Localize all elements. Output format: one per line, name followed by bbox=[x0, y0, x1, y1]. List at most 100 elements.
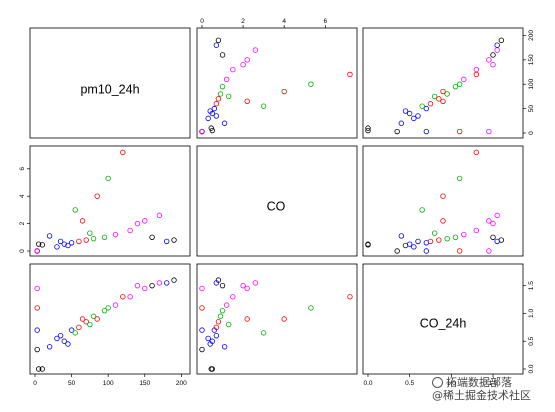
data-point-CO-vs-CO_24h bbox=[230, 294, 236, 300]
data-point-CO_24h-vs-pm10_24h bbox=[494, 42, 500, 48]
tick-label-left-CO: 0 bbox=[19, 249, 26, 253]
data-point-CO_24h-vs-CO bbox=[473, 227, 480, 234]
data-point-pm10_24h-vs-CO_24h bbox=[54, 335, 60, 342]
data-point-CO-vs-pm10_24h bbox=[209, 127, 215, 134]
panel-frame-pm10_24h-vs-CO bbox=[29, 145, 191, 257]
data-point-pm10_24h-vs-CO_24h bbox=[94, 316, 100, 322]
data-point-pm10_24h-vs-CO bbox=[68, 240, 75, 246]
data-point-pm10_24h-vs-CO bbox=[142, 218, 148, 224]
data-point-CO-vs-CO_24h bbox=[219, 307, 226, 314]
data-point-CO-vs-CO_24h bbox=[205, 335, 211, 342]
diagonal-labels: pm10_24h CO CO_24h bbox=[80, 82, 466, 330]
data-point-pm10_24h-vs-CO bbox=[54, 244, 60, 250]
tick-label-right-CO_24h: 1.0 bbox=[528, 309, 535, 318]
data-point-pm10_24h-vs-CO bbox=[127, 227, 133, 234]
data-point-pm10_24h-vs-CO bbox=[101, 234, 108, 241]
data-point-CO-vs-pm10_24h bbox=[213, 42, 220, 48]
data-point-pm10_24h-vs-CO bbox=[46, 233, 53, 239]
data-point-CO_24h-vs-pm10_24h bbox=[419, 103, 425, 109]
data-point-CO_24h-vs-pm10_24h bbox=[486, 128, 492, 135]
data-point-CO_24h-vs-pm10_24h bbox=[440, 88, 446, 95]
data-point-CO_24h-vs-pm10_24h bbox=[427, 101, 434, 107]
data-point-pm10_24h-vs-CO bbox=[156, 212, 163, 219]
data-point-CO_24h-vs-pm10_24h bbox=[365, 127, 371, 134]
data-point-CO_24h-vs-pm10_24h bbox=[411, 115, 417, 122]
data-point-CO_24h-vs-CO bbox=[427, 238, 434, 245]
tick-label-right-pm10_24h: 50 bbox=[528, 105, 535, 113]
tick-label-right-pm10_24h: 150 bbox=[528, 54, 535, 65]
data-point-CO_24h-vs-pm10_24h bbox=[452, 83, 459, 90]
data-point-CO-vs-pm10_24h bbox=[260, 103, 267, 109]
data-point-pm10_24h-vs-CO bbox=[149, 234, 155, 241]
data-point-pm10_24h-vs-CO_24h bbox=[46, 344, 53, 350]
data-point-CO_24h-vs-CO bbox=[486, 218, 492, 224]
data-point-CO_24h-vs-pm10_24h bbox=[436, 96, 442, 102]
tick-label-left-CO: 6 bbox=[19, 167, 26, 171]
data-point-pm10_24h-vs-CO_24h bbox=[171, 277, 177, 283]
data-point-pm10_24h-vs-CO bbox=[35, 241, 42, 247]
tick-label-bottom-pm10_24h: 200 bbox=[176, 380, 187, 387]
data-point-pm10_24h-vs-CO bbox=[65, 242, 71, 249]
data-point-pm10_24h-vs-CO_24h bbox=[112, 302, 119, 308]
data-point-pm10_24h-vs-CO bbox=[134, 220, 141, 227]
data-point-CO_24h-vs-pm10_24h bbox=[440, 98, 446, 104]
data-point-CO_24h-vs-pm10_24h bbox=[402, 108, 409, 114]
data-point-pm10_24h-vs-CO_24h bbox=[120, 294, 126, 300]
data-point-pm10_24h-vs-CO bbox=[61, 241, 67, 247]
data-point-CO_24h-vs-pm10_24h bbox=[461, 76, 467, 83]
panel-frames bbox=[29, 27, 524, 375]
tick-label-right-CO_24h: 0.0 bbox=[528, 364, 535, 373]
data-point-pm10_24h-vs-CO bbox=[83, 237, 89, 243]
tick-label-bottom-pm10_24h: 100 bbox=[103, 380, 114, 387]
data-point-pm10_24h-vs-CO_24h bbox=[65, 341, 71, 347]
data-point-CO_24h-vs-pm10_24h bbox=[486, 57, 492, 63]
tick-label-top-CO: 4 bbox=[282, 18, 286, 25]
data-point-pm10_24h-vs-CO_24h bbox=[87, 321, 93, 328]
diag-label-CO: CO bbox=[267, 199, 286, 213]
data-point-CO-vs-CO_24h bbox=[347, 294, 353, 300]
data-point-pm10_24h-vs-CO bbox=[90, 235, 97, 242]
data-point-CO-vs-pm10_24h bbox=[217, 91, 224, 97]
data-point-CO-vs-pm10_24h bbox=[223, 76, 230, 83]
data-point-pm10_24h-vs-CO_24h bbox=[134, 282, 141, 289]
data-point-CO-vs-pm10_24h bbox=[240, 62, 246, 68]
tick-label-bottom-CO_24h: 0.0 bbox=[363, 380, 372, 387]
tick-label-right-pm10_24h: 100 bbox=[528, 78, 535, 89]
data-point-CO-vs-CO_24h bbox=[213, 280, 220, 286]
axes: 0 2 4 6 0 50 100 150 200 0.0 0.5 1.0 1.5 0 2 4 6 0 50 100 15… bbox=[19, 18, 535, 387]
data-point-pm10_24h-vs-CO bbox=[34, 248, 40, 254]
data-point-pm10_24h-vs-CO_24h bbox=[34, 327, 40, 333]
data-point-CO-vs-pm10_24h bbox=[281, 88, 287, 95]
panel-frame-CO_24h-vs-pm10_24h bbox=[362, 27, 524, 139]
data-point-CO_24h-vs-CO bbox=[490, 220, 496, 227]
tick-label-bottom-CO_24h: 0.5 bbox=[405, 380, 414, 387]
data-point-CO_24h-vs-CO bbox=[394, 248, 400, 254]
data-point-CO-vs-pm10_24h bbox=[207, 108, 213, 114]
panel-frame-pm10_24h-vs-CO_24h bbox=[29, 263, 191, 375]
data-point-pm10_24h-vs-CO_24h bbox=[149, 282, 155, 289]
data-point-pm10_24h-vs-CO bbox=[57, 238, 64, 245]
tick-label-right-CO_24h: 0.5 bbox=[528, 336, 535, 345]
data-point-pm10_24h-vs-CO_24h bbox=[39, 366, 46, 372]
data-point-CO_24h-vs-CO bbox=[456, 248, 463, 254]
data-point-pm10_24h-vs-CO bbox=[94, 193, 100, 199]
data-point-pm10_24h-vs-CO_24h bbox=[68, 327, 75, 333]
data-point-CO-vs-pm10_24h bbox=[347, 71, 353, 78]
data-point-CO-vs-pm10_24h bbox=[211, 105, 218, 112]
data-point-CO_24h-vs-CO bbox=[415, 238, 421, 245]
data-point-pm10_24h-vs-CO_24h bbox=[34, 305, 40, 311]
tick-label-bottom-pm10_24h: 50 bbox=[68, 380, 76, 387]
data-point-CO-vs-CO_24h bbox=[223, 302, 230, 308]
data-point-CO-vs-CO_24h bbox=[219, 282, 226, 289]
data-point-CO-vs-CO_24h bbox=[213, 324, 220, 331]
data-point-CO-vs-pm10_24h bbox=[252, 47, 259, 53]
data-point-CO-vs-CO_24h bbox=[209, 366, 215, 372]
data-point-CO_24h-vs-pm10_24h bbox=[490, 62, 496, 68]
data-point-CO_24h-vs-pm10_24h bbox=[456, 128, 463, 135]
data-point-CO-vs-CO_24h bbox=[213, 332, 220, 339]
tick-label-top-CO: 6 bbox=[323, 18, 327, 25]
watermark-line-2: @稀土掘金技术社区 bbox=[432, 389, 531, 402]
tick-label-right-pm10_24h: 200 bbox=[528, 30, 535, 41]
panel-frame-CO-vs-CO_24h bbox=[196, 263, 358, 375]
tick-label-top-CO: 0 bbox=[200, 18, 204, 25]
